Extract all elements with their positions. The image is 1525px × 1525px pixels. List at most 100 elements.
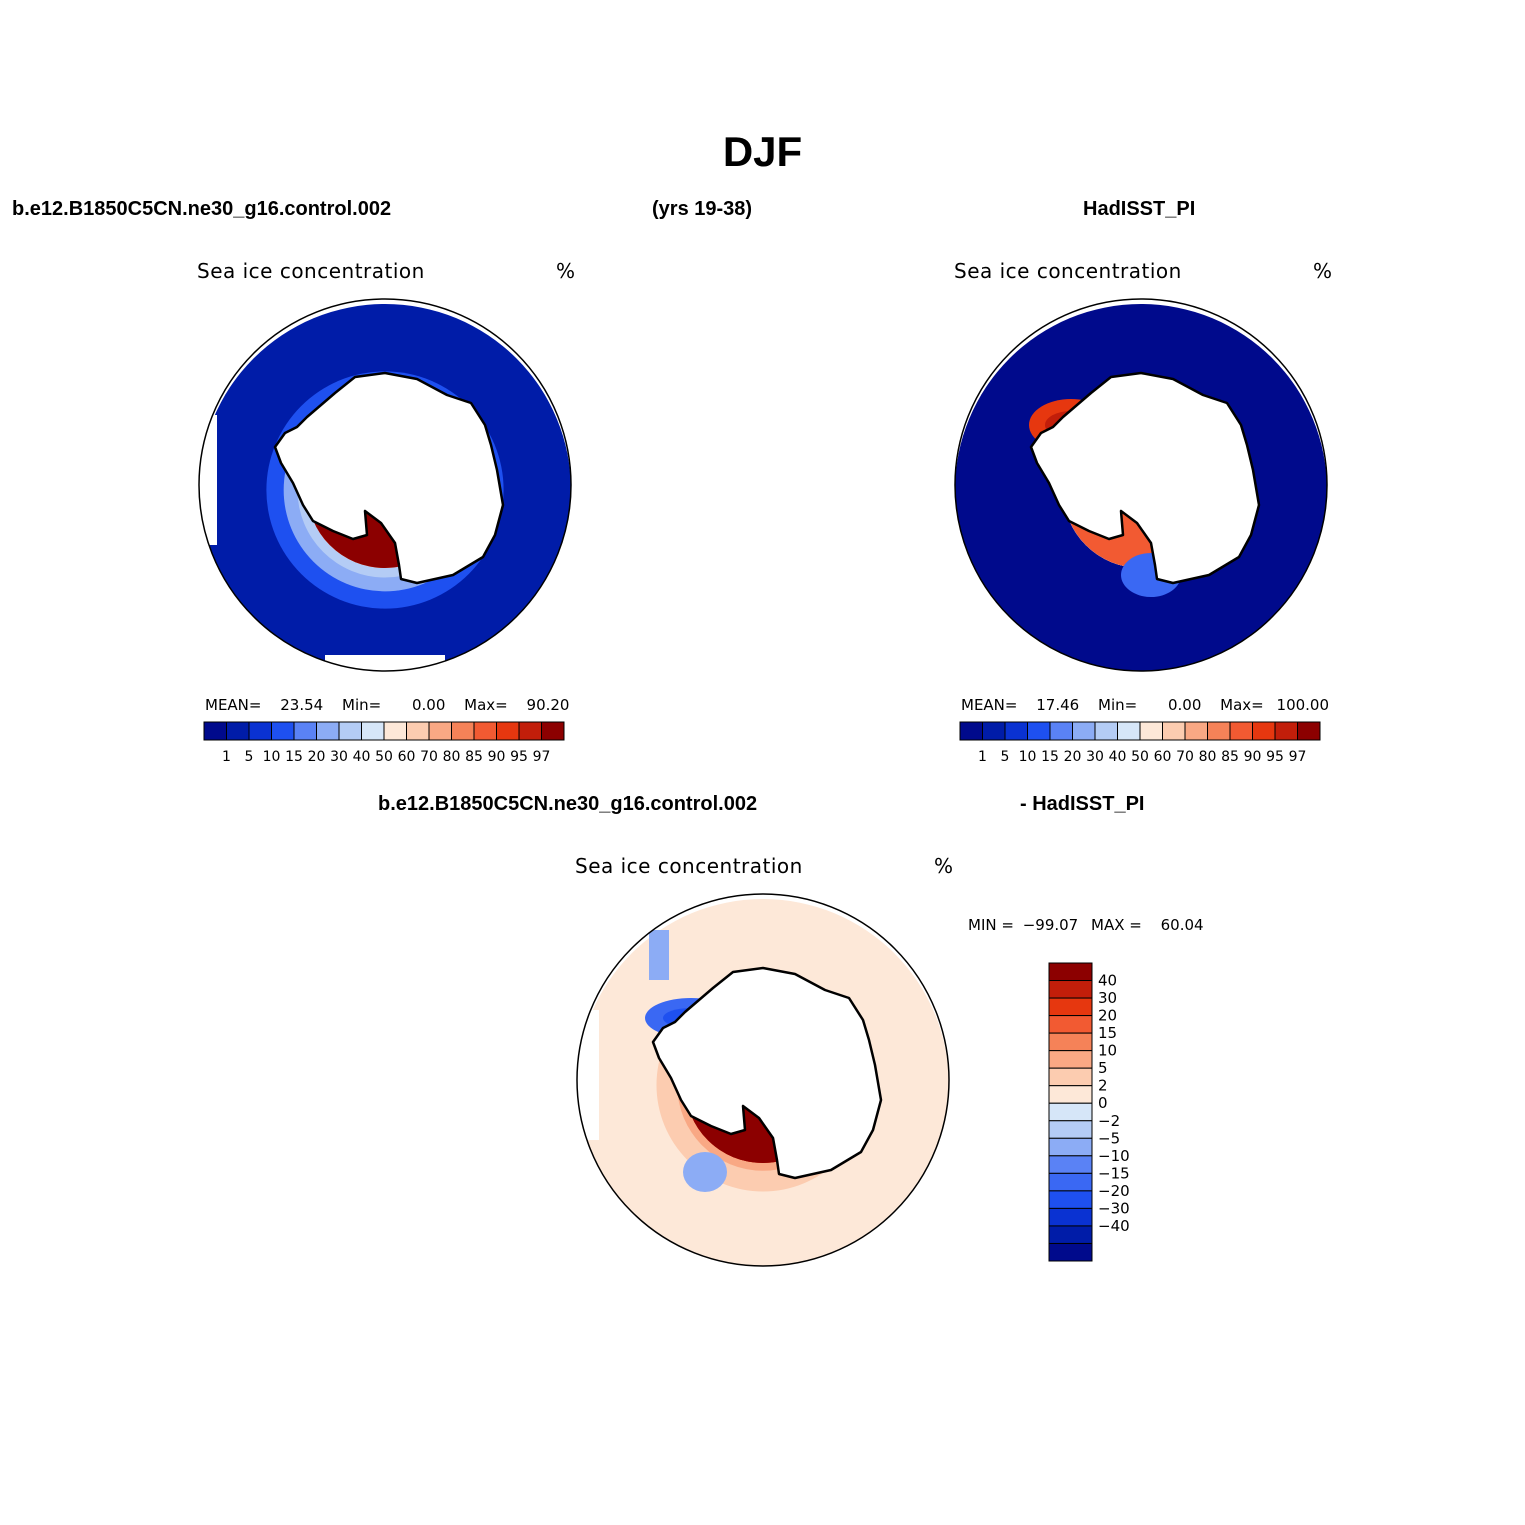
panel1-colorbar-box — [203, 721, 227, 741]
panel3-colorbar-label: −10 — [1098, 1147, 1130, 1165]
panel2-colorbar-label: 5 — [1001, 749, 1010, 765]
panel2-colorbar-box — [1139, 721, 1163, 741]
panel2-colorbar-label: 1 — [978, 749, 987, 765]
panel1-colorbar-box — [406, 721, 430, 741]
panel3-colorbar-box — [1048, 1190, 1093, 1209]
panel1-colorbar-label: 70 — [420, 749, 438, 765]
panel1-max-value: 90.20 — [526, 696, 570, 714]
panel2-colorbar-label: 80 — [1199, 749, 1217, 765]
panel2-colorbar-label: 10 — [1019, 749, 1037, 765]
diff-obs-name-label: - HadISST_PI — [1020, 793, 1145, 815]
panel1-title: Sea ice concentration — [197, 259, 425, 283]
panel2-colorbar-label: 15 — [1041, 749, 1059, 765]
panel1-missing-data-west — [199, 415, 217, 545]
panel3-colorbar-label: −5 — [1098, 1129, 1120, 1147]
panel1-colorbar-label: 5 — [245, 749, 254, 765]
panel3-stats: MIN = −99.07 MAX = 60.04 — [968, 916, 1204, 934]
panel1-colorbar-labels: 1 5 10 15 20 30 40 50 60 70 80 85 90 95 97 — [222, 749, 550, 765]
panel3-title: Sea ice concentration — [575, 854, 803, 878]
panel1-missing-data-south — [325, 655, 445, 671]
panel3-colorbar-box — [1048, 997, 1093, 1017]
panel1-colorbar-box — [428, 721, 452, 741]
panel2-colorbar-box — [1252, 721, 1276, 741]
case-name-label: b.e12.B1850C5CN.ne30_g16.control.002 — [12, 198, 392, 220]
panel3-colorbar-box — [1048, 1085, 1093, 1104]
panel2-colorbar-box — [1117, 721, 1141, 741]
panel2-title: Sea ice concentration — [954, 259, 1182, 283]
panel2-colorbar-label: 90 — [1244, 749, 1262, 765]
panel2-colorbar-box — [1274, 721, 1298, 741]
panel3-colorbar-label: 30 — [1098, 989, 1117, 1007]
panel1-colorbar-box — [338, 721, 362, 741]
panel3-colorbar-label: 15 — [1098, 1024, 1117, 1042]
panel1-colorbar-label: 90 — [488, 749, 506, 765]
panel2-colorbar-label: 30 — [1086, 749, 1104, 765]
panel2-colorbar-label: 60 — [1154, 749, 1172, 765]
panel2-colorbar-boxes — [959, 721, 1321, 741]
panel2-colorbar-label: 40 — [1109, 749, 1127, 765]
panel1-colorbar-box — [271, 721, 295, 741]
panel3-colorbar-label: 0 — [1098, 1094, 1108, 1112]
panel3-colorbar-label: −15 — [1098, 1164, 1130, 1182]
panel2-mean-value: 17.46 — [1036, 696, 1080, 714]
panel1-min-label: Min= — [342, 696, 382, 714]
panel1-colorbar-label: 50 — [375, 749, 393, 765]
panel3-colorbar-box — [1048, 1225, 1093, 1244]
panel1-min-value: 0.00 — [411, 696, 446, 714]
panel3-colorbar-box — [1048, 1155, 1093, 1174]
panel3-colorbar-box — [1048, 1172, 1093, 1192]
panel1-colorbar-label: 30 — [330, 749, 348, 765]
panel2-colorbar-box — [1229, 721, 1253, 741]
panel1-mean-value: 23.54 — [280, 696, 324, 714]
panel2-colorbar-label: 95 — [1266, 749, 1284, 765]
panel1-mean-label: MEAN= — [205, 696, 262, 714]
panel3-map — [576, 893, 950, 1267]
panel1-colorbar-label: 20 — [308, 749, 326, 765]
panel1-map — [198, 298, 572, 672]
panel1-colorbar-label: 97 — [533, 749, 551, 765]
panel1-colorbar-box — [361, 721, 385, 741]
panel3-colorbar-label: 20 — [1098, 1007, 1117, 1025]
panel3-colorbar-box — [1048, 1120, 1093, 1139]
panel3-ross-negative — [683, 1152, 727, 1192]
panel1-colorbar-label: 1 — [222, 749, 231, 765]
panel1-antarctica-coastline — [273, 371, 505, 585]
panel3-colorbar-label: −40 — [1098, 1217, 1130, 1235]
panel2-colorbar-box — [982, 721, 1006, 741]
panel2-mean-label: MEAN= — [961, 696, 1018, 714]
panel3-min-value: −99.07 — [1022, 916, 1079, 934]
years-label: (yrs 19-38) — [652, 198, 753, 220]
panel1-colorbar-box — [496, 721, 520, 741]
panel2-colorbar-label: 97 — [1289, 749, 1307, 765]
panel1-colorbar-box — [226, 721, 250, 741]
panel3-min-label: MIN = — [968, 916, 1014, 934]
panel2-max-label: Max= — [1220, 696, 1264, 714]
panel3-max-label: MAX = — [1091, 916, 1142, 934]
panel3-colorbar-box — [1048, 1207, 1093, 1227]
panel1-colorbar-box — [451, 721, 475, 741]
panel2-colorbar-box — [1004, 721, 1028, 741]
panel1-max-label: Max= — [464, 696, 508, 714]
panel3-colorbar-box — [1048, 1242, 1093, 1262]
panel1-colorbar-box — [518, 721, 542, 741]
panel3-colorbar-box — [1048, 1102, 1093, 1122]
panel3-colorbar-box — [1048, 1137, 1093, 1157]
panel1-colorbar: 1 5 10 15 20 30 40 50 60 70 80 85 90 95 97 — [203, 721, 565, 765]
panel3-colorbar-label: 5 — [1098, 1059, 1108, 1077]
panel1-stats: MEAN= 23.54 Min= 0.00 Max= 90.20 — [205, 696, 569, 714]
panel2-colorbar-label: 85 — [1221, 749, 1239, 765]
panel1-colorbar-label: 40 — [353, 749, 371, 765]
panel1-colorbar-label: 60 — [398, 749, 416, 765]
panel3-colorbar-box — [1048, 980, 1093, 999]
panel2-min-value: 0.00 — [1167, 696, 1202, 714]
panel3-colorbar-label: 40 — [1098, 972, 1117, 990]
panel1-colorbar-label: 10 — [263, 749, 281, 765]
panel3-colorbar-box — [1048, 1050, 1093, 1069]
panel2-map-border — [954, 298, 1328, 672]
panel3-colorbar-box — [1048, 1067, 1093, 1087]
panel2-colorbar: 1 5 10 15 20 30 40 50 60 70 80 85 90 95 97 — [959, 721, 1321, 765]
panel3-map-border — [576, 893, 950, 1267]
panel1-map-border — [198, 298, 572, 672]
